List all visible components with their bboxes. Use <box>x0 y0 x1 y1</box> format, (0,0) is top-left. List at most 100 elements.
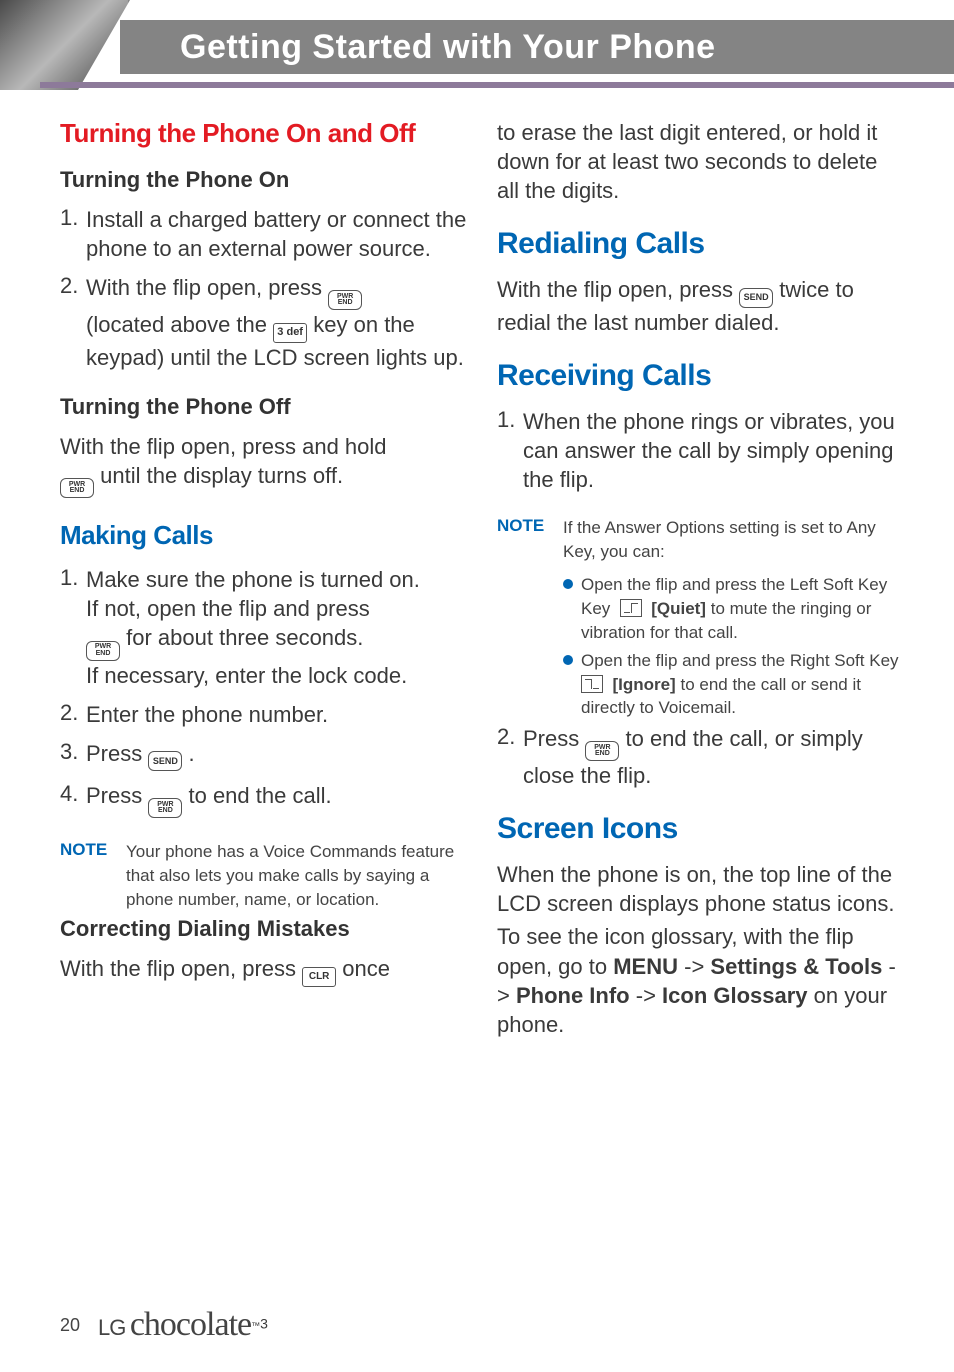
header-title-bar: Getting Started with Your Phone <box>120 20 954 74</box>
arrow: -> <box>630 983 662 1008</box>
list-number: 2. <box>497 724 523 790</box>
note-block: NOTE If the Answer Options setting is se… <box>497 516 904 564</box>
text-frag: If not, open the flip and press <box>86 596 370 621</box>
text-frag: until the display turns off. <box>100 463 343 488</box>
text-frag: . <box>188 741 194 766</box>
continuation-paragraph: to erase the last digit entered, or hold… <box>497 118 904 205</box>
bullet-text: Open the flip and press the Left Soft Ke… <box>581 573 904 644</box>
bullet-dot-icon <box>563 579 573 589</box>
note-label: NOTE <box>60 840 114 911</box>
list-item: 2. With the flip open, press PWREND (loc… <box>60 273 467 372</box>
note-text: Your phone has a Voice Commands feature … <box>126 840 467 911</box>
bold-text: [Quiet] <box>651 599 706 618</box>
tm-text: ™ <box>251 1321 260 1331</box>
text-frag: Press <box>523 726 585 751</box>
list-number: 2. <box>60 273 86 372</box>
footer: 20 LG chocolate™3 <box>60 1306 268 1344</box>
screen-icons-p1: When the phone is on, the top line of th… <box>497 860 904 918</box>
list-item: 3. Press SEND . <box>60 739 467 772</box>
list-item: 4. Press PWREND to end the call. <box>60 781 467 818</box>
note-text: If the Answer Options setting is set to … <box>563 516 904 564</box>
list-item: 1. When the phone rings or vibrates, you… <box>497 407 904 494</box>
section-turning-on-off: Turning the Phone On and Off <box>60 118 467 149</box>
correcting-paragraph: With the flip open, press CLR once <box>60 954 467 987</box>
pwr-end-key-icon: PWREND <box>585 741 619 761</box>
pwr-end-key-icon: PWREND <box>86 641 120 661</box>
text-frag: With the flip open, press and hold <box>60 434 387 459</box>
subhead-turning-off: Turning the Phone Off <box>60 394 467 420</box>
list-item: 1. Make sure the phone is turned on. If … <box>60 565 467 689</box>
page-number: 20 <box>60 1315 80 1336</box>
list-item: 2. Press PWREND to end the call, or simp… <box>497 724 904 790</box>
section-screen-icons: Screen Icons <box>497 812 904 846</box>
header-banner: Getting Started with Your Phone <box>0 0 954 90</box>
text-frag: for about three seconds. <box>126 625 363 650</box>
send-key-icon: SEND <box>148 751 182 771</box>
pwr-end-key-icon: PWREND <box>328 290 362 310</box>
note-label: NOTE <box>497 516 551 564</box>
text-frag: to end the call. <box>188 783 331 808</box>
header-underline <box>40 82 954 88</box>
send-key-icon: SEND <box>739 288 773 308</box>
receiving-list-2: 2. Press PWREND to end the call, or simp… <box>497 724 904 790</box>
off-paragraph: With the flip open, press and hold PWREN… <box>60 432 467 498</box>
chocolate-text: chocolate <box>130 1306 251 1343</box>
menu-path: Icon Glossary <box>662 983 808 1008</box>
section-making-calls: Making Calls <box>60 520 467 551</box>
list-number: 1. <box>497 407 523 494</box>
step-text: Press PWREND to end the call, or simply … <box>523 724 904 790</box>
step-text: Press SEND . <box>86 739 195 772</box>
list-number: 1. <box>60 205 86 263</box>
menu-path: MENU <box>613 954 678 979</box>
text-frag: Open the flip and press the Right Soft K… <box>581 651 899 670</box>
text-frag: With the flip open, press <box>86 275 328 300</box>
making-calls-list: 1. Make sure the phone is turned on. If … <box>60 565 467 818</box>
pwr-end-key-icon: PWREND <box>60 478 94 498</box>
menu-path: Phone Info <box>516 983 630 1008</box>
step-text: Press PWREND to end the call. <box>86 781 332 818</box>
text-frag: Press <box>86 741 148 766</box>
subhead-correcting: Correcting Dialing Mistakes <box>60 916 467 942</box>
on-steps-list: 1. Install a charged battery or connect … <box>60 205 467 372</box>
clr-key-icon: CLR <box>302 967 336 987</box>
header-title: Getting Started with Your Phone <box>180 28 716 67</box>
note-block: NOTE Your phone has a Voice Commands fea… <box>60 840 467 911</box>
text-frag: once <box>342 956 390 981</box>
pwr-end-key-icon: PWREND <box>148 798 182 818</box>
right-column: to erase the last digit entered, or hold… <box>497 118 904 1039</box>
list-number: 2. <box>60 700 86 729</box>
section-redialing: Redialing Calls <box>497 227 904 261</box>
note-bullet: Open the flip and press the Right Soft K… <box>563 649 904 720</box>
step-text: With the flip open, press PWREND (locate… <box>86 273 467 372</box>
subhead-turning-on: Turning the Phone On <box>60 167 467 193</box>
sup-3: 3 <box>260 1316 268 1332</box>
arrow: -> <box>678 954 710 979</box>
step-text: Enter the phone number. <box>86 700 328 729</box>
list-number: 3. <box>60 739 86 772</box>
three-def-key-icon: 3 def <box>273 323 307 343</box>
text-frag: Open the flip and press the Left Soft Ke… <box>581 575 887 594</box>
left-column: Turning the Phone On and Off Turning the… <box>60 118 467 1039</box>
receiving-list: 1. When the phone rings or vibrates, you… <box>497 407 904 494</box>
bold-text: [Ignore] <box>612 675 675 694</box>
text-frag: With the flip open, press <box>60 956 302 981</box>
list-number: 1. <box>60 565 86 689</box>
menu-path: Settings & Tools <box>710 954 882 979</box>
bullet-dot-icon <box>563 655 573 665</box>
text-frag: With the flip open, press <box>497 277 739 302</box>
right-soft-key-icon <box>581 675 603 693</box>
screen-icons-p2: To see the icon glossary, with the flip … <box>497 922 904 1038</box>
text-frag: Make sure the phone is turned on. <box>86 567 420 592</box>
header-corner-image <box>0 0 130 90</box>
text-frag: (located above the <box>86 312 273 337</box>
bullet-text: Open the flip and press the Right Soft K… <box>581 649 904 720</box>
text-frag: Press <box>86 783 148 808</box>
lg-text: LG <box>98 1315 125 1340</box>
left-soft-key-icon <box>620 599 642 617</box>
step-text: Make sure the phone is turned on. If not… <box>86 565 420 689</box>
brand-logo: LG chocolate™3 <box>98 1306 268 1344</box>
step-text: When the phone rings or vibrates, you ca… <box>523 407 904 494</box>
list-item: 2. Enter the phone number. <box>60 700 467 729</box>
content-columns: Turning the Phone On and Off Turning the… <box>0 90 954 1039</box>
section-receiving: Receiving Calls <box>497 359 904 393</box>
